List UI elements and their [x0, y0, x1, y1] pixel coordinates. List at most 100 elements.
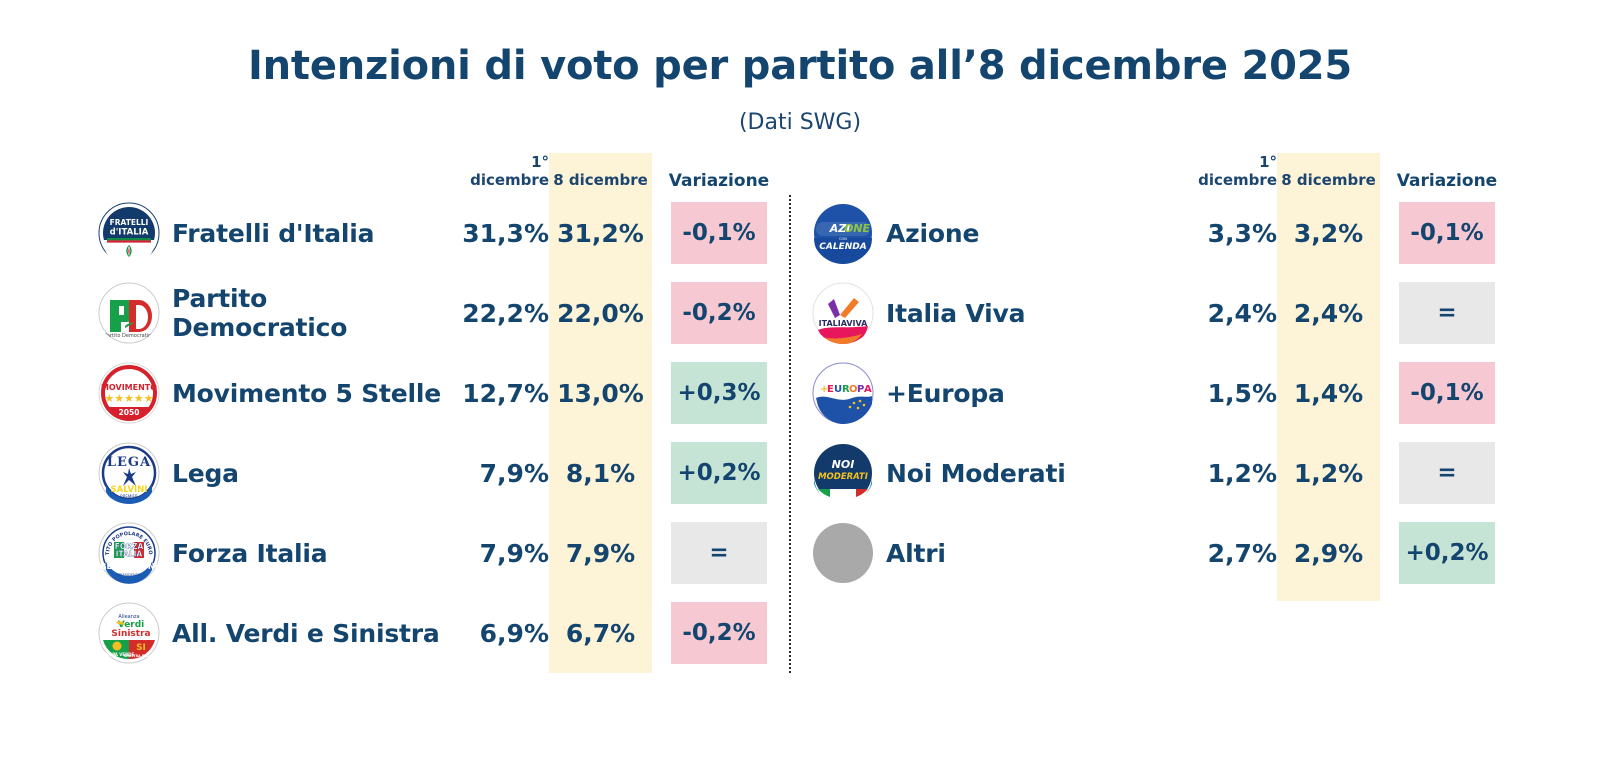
table-row: LEGA SALVINI PREMIER Lega 7,9% 8,1% +0,2%: [86, 433, 786, 513]
previous-value: 2,7%: [1207, 538, 1277, 568]
party-name: Lega: [172, 458, 239, 488]
variation-badge: -0,1%: [671, 202, 767, 264]
svg-text:★★★★★: ★★★★★: [104, 392, 153, 405]
party-name: All. Verdi e Sinistra: [172, 618, 440, 648]
party-logo-cell: AZI ONE CON CALENDA: [800, 202, 886, 264]
right-column-headers: 1° dicembre 8 dicembre Variazione: [800, 153, 1500, 193]
svg-text:SI: SI: [136, 643, 146, 653]
variation-cell: =: [652, 522, 786, 584]
party-logo-cell: PARTITO POPOLARE EUROPEO FORZA ITALIA BE…: [86, 522, 172, 584]
table-row: MOVIMENTO ★★★★★ 2050 Movimento 5 Stelle 1…: [86, 353, 786, 433]
party-name: Altri: [886, 538, 946, 568]
svg-text:d'ITALIA: d'ITALIA: [110, 228, 149, 238]
svg-text:Verdi: Verdi: [118, 620, 145, 630]
current-value: 13,0%: [557, 378, 644, 408]
table-row: FRATELLI d'ITALIA Fratelli d'Italia 31,3%…: [86, 193, 786, 273]
column-divider: [789, 195, 791, 673]
table-row: NOI MODERATI Noi Moderati 1,2% 1,2% =: [800, 433, 1500, 513]
svg-text:NOI: NOI: [832, 458, 855, 471]
table-row: Altri 2,7% 2,9% +0,2%: [800, 513, 1500, 593]
svg-text:2050: 2050: [119, 408, 140, 417]
azione-logo: AZI ONE CON CALENDA: [812, 202, 874, 264]
variation-badge: +0,2%: [671, 442, 767, 504]
header-current-date: 8 dicembre: [1281, 171, 1376, 189]
variation-badge: -0,1%: [1399, 362, 1495, 424]
current-value: 2,9%: [1293, 538, 1364, 568]
variation-badge: -0,2%: [671, 282, 767, 344]
current-value: 8,1%: [565, 458, 636, 488]
party-logo-cell: MOVIMENTO ★★★★★ 2050: [86, 362, 172, 424]
table-row: + E U R O P A +Europa 1,5% 1,4% -0,1%: [800, 353, 1500, 433]
svg-text:P: P: [857, 384, 864, 395]
piu-europa-logo: + E U R O P A: [812, 362, 874, 424]
previous-value: 22,2%: [462, 298, 549, 328]
table-row: ITALIAVIVA Italia Viva 2,4% 2,4% =: [800, 273, 1500, 353]
previous-value: 1,5%: [1207, 378, 1277, 408]
svg-text:LEGA: LEGA: [107, 455, 151, 470]
svg-text:Sinistra: Sinistra: [111, 629, 150, 639]
left-rows-container: FRATELLI d'ITALIA Fratelli d'Italia 31,3%…: [86, 193, 786, 673]
header-previous-date: 1° dicembre: [1198, 153, 1277, 189]
current-column-highlight: [549, 153, 652, 673]
previous-value: 31,3%: [462, 218, 549, 248]
altri-logo: [812, 522, 874, 584]
noi-moderati-logo: NOI MODERATI: [812, 442, 874, 504]
variation-cell: +0,2%: [1380, 522, 1514, 584]
variation-badge: +0,2%: [1399, 522, 1495, 584]
partito-democratico-logo: Partito Democratico: [98, 282, 160, 344]
previous-value: 1,2%: [1207, 458, 1277, 488]
variation-badge: =: [1399, 442, 1495, 504]
table-row: Alleanza Verdi Sinistra SI EUROPA VERDE …: [86, 593, 786, 673]
variation-cell: +0,2%: [652, 442, 786, 504]
current-value: 3,2%: [1293, 218, 1364, 248]
svg-text:AZI: AZI: [829, 222, 851, 235]
movimento-5-stelle-logo: MOVIMENTO ★★★★★ 2050: [98, 362, 160, 424]
svg-text:SALVINI: SALVINI: [111, 485, 148, 495]
svg-text:MODERATI: MODERATI: [818, 472, 868, 482]
variation-cell: =: [1380, 282, 1514, 344]
header-variation: Variazione: [668, 171, 770, 191]
left-column-headers: 1° dicembre 8 dicembre Variazione: [86, 153, 786, 193]
poll-board: 1° dicembre 8 dicembre Variazione FRATEL…: [0, 153, 1600, 693]
variation-cell: -0,1%: [1380, 202, 1514, 264]
variation-cell: -0,1%: [1380, 362, 1514, 424]
page-title: Intenzioni di voto per partito all’8 dic…: [247, 43, 1353, 89]
party-name: Italia Viva: [886, 298, 1026, 328]
svg-text:CALENDA: CALENDA: [819, 242, 866, 252]
svg-text:EUROPA VERDE: EUROPA VERDE: [100, 652, 135, 657]
svg-text:SINISTRA ITALIANA: SINISTRA ITALIANA: [124, 654, 159, 658]
left-results-panel: 1° dicembre 8 dicembre Variazione FRATEL…: [86, 153, 786, 673]
party-name: Azione: [886, 218, 980, 248]
svg-text:ITALIA: ITALIA: [116, 550, 143, 559]
header-previous-date: 1° dicembre: [470, 153, 549, 189]
svg-text:+: +: [820, 384, 828, 395]
lega-logo: LEGA SALVINI PREMIER: [98, 442, 160, 504]
current-value: 2,4%: [1293, 298, 1364, 328]
party-logo-cell: [800, 522, 886, 584]
previous-value: 3,3%: [1207, 218, 1277, 248]
svg-text:FORZA: FORZA: [115, 542, 144, 551]
forza-italia-logo: PARTITO POPOLARE EUROPEO FORZA ITALIA BE…: [98, 522, 160, 584]
header-current-date: 8 dicembre: [553, 171, 648, 189]
svg-text:R: R: [842, 384, 850, 395]
right-rows-container: AZI ONE CON CALENDA Azione 3,3% 3,2% -0,1% …: [800, 193, 1500, 593]
previous-value: 12,7%: [462, 378, 549, 408]
previous-value: 6,9%: [479, 618, 549, 648]
svg-text:O: O: [849, 384, 858, 395]
fratelli-ditalia-logo: FRATELLI d'ITALIA: [98, 202, 160, 264]
table-row: PARTITO POPOLARE EUROPEO FORZA ITALIA BE…: [86, 513, 786, 593]
right-results-panel: 1° dicembre 8 dicembre Variazione AZI ON…: [800, 153, 1500, 601]
variation-cell: =: [1380, 442, 1514, 504]
italia-viva-logo: ITALIAVIVA: [812, 282, 874, 344]
svg-text:PRESIDENTE: PRESIDENTE: [118, 573, 140, 577]
current-value: 7,9%: [565, 538, 636, 568]
party-name: Fratelli d'Italia: [172, 218, 375, 248]
party-logo-cell: NOI MODERATI: [800, 442, 886, 504]
current-column-highlight: [1277, 153, 1380, 601]
chart-header: Intenzioni di voto per partito all’8 dic…: [0, 0, 1600, 135]
variation-cell: -0,2%: [652, 282, 786, 344]
header-variation: Variazione: [1396, 171, 1498, 191]
party-logo-cell: ITALIAVIVA: [800, 282, 886, 344]
svg-text:Alleanza: Alleanza: [118, 614, 139, 620]
current-value: 1,2%: [1293, 458, 1364, 488]
